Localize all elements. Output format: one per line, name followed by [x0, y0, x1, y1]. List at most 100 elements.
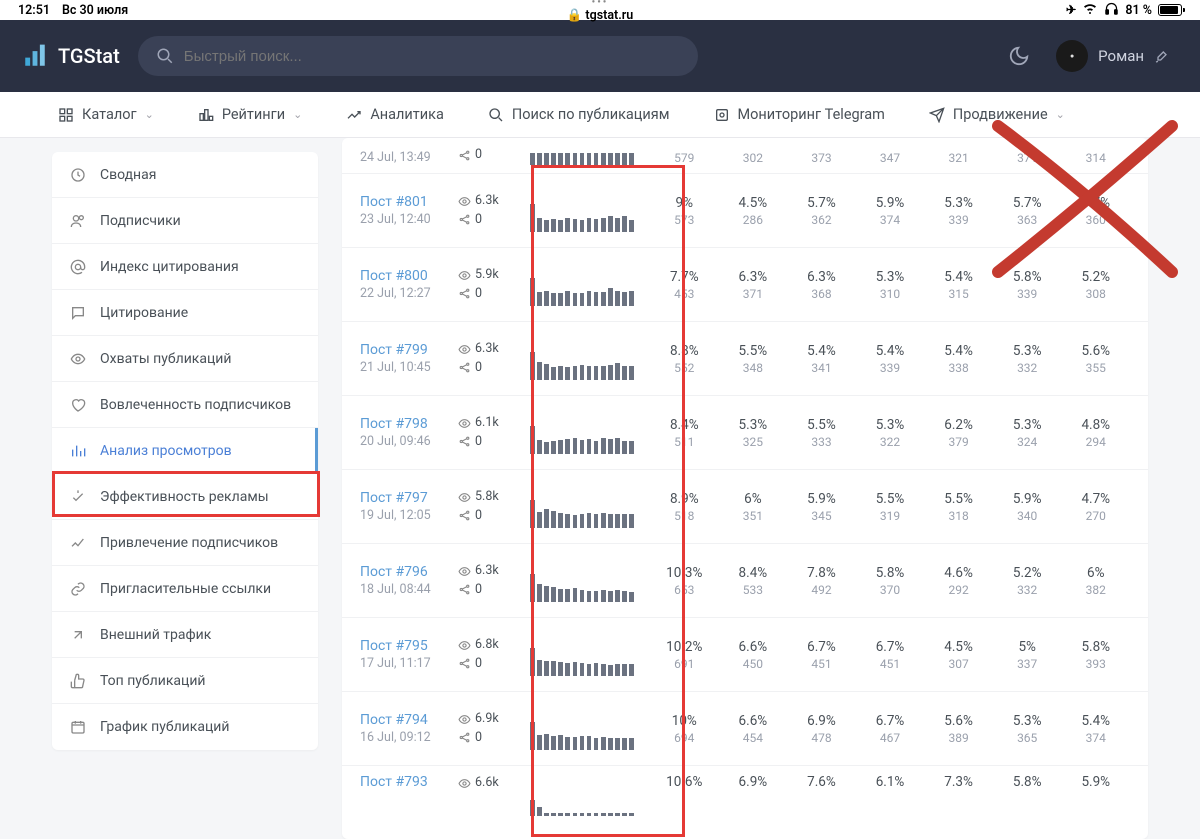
trend-icon [346, 107, 362, 123]
ipad-statusbar: 12:51 Вс 30 июля ••• 🔒 tgstat.ru ✈︎ 81 % [0, 0, 1200, 20]
airplane-icon: ✈︎ [1066, 2, 1076, 18]
sparkline-chart [522, 190, 642, 232]
share-icon [458, 287, 471, 300]
metric-cell: 5.9%374 [856, 195, 925, 227]
post-date: 19 Jul, 12:05 [360, 508, 458, 523]
users-icon [70, 213, 86, 229]
sidebar-item-label: Вовлеченность подписчиков [100, 397, 291, 413]
sparkline-chart [522, 708, 642, 750]
metric-cell: 6%351 [719, 491, 788, 523]
post-link[interactable]: Пост #794 [360, 712, 458, 728]
eye-icon [458, 565, 471, 578]
post-stats: 5.8k0 [458, 488, 518, 526]
metric-cell: 5.5%319 [856, 491, 925, 523]
metric-cell: 5.8%393 [1061, 639, 1130, 671]
metric-cell: 5.5%348 [719, 343, 788, 375]
metric-cell: 10.3%653 [650, 565, 719, 597]
topnav-рейтинги[interactable]: Рейтинги⌄ [198, 106, 303, 123]
metric-cell: 5.2%332 [993, 565, 1062, 597]
post-row: Пост #79618 Jul, 08:446.3k010.3%6538.4%5… [342, 544, 1148, 618]
dots-icon: ••• [592, 0, 609, 8]
sidebar-item-label: Внешний трафик [100, 627, 211, 643]
post-link[interactable]: Пост #798 [360, 416, 458, 432]
post-row: Пост #79921 Jul, 10:456.3k08.8%5525.5%34… [342, 322, 1148, 396]
top-navigation: Каталог⌄ Рейтинги⌄ Аналитика Поиск по публи… [0, 92, 1200, 138]
post-stats: 5.9k0 [458, 266, 518, 304]
sidebar-item-bars[interactable]: Анализ просмотров [52, 428, 318, 474]
topnav-продвижение[interactable]: Продвижение⌄ [929, 106, 1065, 123]
user-name: Роман [1098, 47, 1144, 65]
post-stats: 6.1k0 [458, 414, 518, 452]
topnav-поиск-по-публикациям[interactable]: Поиск по публикациям [488, 106, 670, 123]
sparkline-chart [522, 412, 642, 454]
post-link[interactable]: Пост #796 [360, 564, 458, 580]
sidebar-item-label: Эффективность рекламы [100, 489, 269, 505]
metric-cell: 302 [719, 149, 788, 165]
sidebar-item-link[interactable]: Пригласительные ссылки [52, 566, 318, 612]
sidebar-item-calendar[interactable]: График публикаций [52, 704, 318, 750]
post-date: 21 Jul, 10:45 [360, 360, 458, 375]
chevron-down-icon: ⌄ [145, 108, 154, 121]
search-input[interactable] [184, 48, 680, 65]
app-header: TGStat ● Роман [0, 20, 1200, 92]
status-time: 12:51 [18, 3, 50, 18]
topnav-аналитика[interactable]: Аналитика [346, 106, 444, 123]
sidebar-item-rocket[interactable]: Эффективность рекламы [52, 474, 318, 520]
content-area: СводнаяПодписчикиИндекс цитированияЦитир… [0, 138, 1200, 839]
metric-cell: 6.3%371 [719, 269, 788, 301]
post-date: 17 Jul, 11:17 [360, 656, 458, 671]
dark-mode-toggle[interactable] [1008, 45, 1030, 67]
topnav-каталог[interactable]: Каталог⌄ [58, 106, 154, 123]
sparkline-chart [522, 634, 642, 676]
metric-cell: 6%382 [1061, 565, 1130, 597]
sidebar-item-eye[interactable]: Охваты публикаций [52, 336, 318, 382]
sidebar-item-dashboard[interactable]: Сводная [52, 152, 318, 198]
user-menu[interactable]: ● Роман [1048, 40, 1178, 72]
sidebar-item-line[interactable]: Привлечение подписчиков [52, 520, 318, 566]
metric-cell: 5.4%341 [787, 343, 856, 375]
chevron-down-icon: ⌄ [1056, 108, 1065, 121]
sparkline-chart [522, 560, 642, 602]
metric-cell: 5.3%325 [719, 417, 788, 449]
metric-cell: 4.8%294 [1061, 417, 1130, 449]
sidebar-item-external[interactable]: Внешний трафик [52, 612, 318, 658]
share-icon [458, 361, 471, 374]
eye-icon [458, 639, 471, 652]
rocket-icon [70, 489, 86, 505]
metric-cell: 5.8% [993, 774, 1062, 790]
post-row: Пост #80022 Jul, 12:275.9k07.7%4536.3%37… [342, 248, 1148, 322]
sidebar-item-users[interactable]: Подписчики [52, 198, 318, 244]
eye-icon [458, 417, 471, 430]
share-icon [458, 731, 471, 744]
metric-cell: 6.9% [719, 774, 788, 790]
sidebar-item-at[interactable]: Индекс цитирования [52, 244, 318, 290]
sparkline-chart [522, 774, 642, 816]
metric-cell: 371 [993, 149, 1062, 165]
metric-cell: 5.9%340 [993, 491, 1062, 523]
line-icon [70, 535, 86, 551]
topnav-мониторинг-telegram[interactable]: Мониторинг Telegram [714, 106, 885, 123]
logo-icon [22, 43, 48, 69]
post-stats: 6.9k0 [458, 710, 518, 748]
post-link[interactable]: Пост #800 [360, 268, 458, 284]
metric-cell: 8.9%518 [650, 491, 719, 523]
battery-percent: 81 % [1125, 3, 1152, 18]
post-link[interactable]: Пост #795 [360, 638, 458, 654]
post-link[interactable]: Пост #797 [360, 490, 458, 506]
sidebar-item-thumb[interactable]: Топ публикаций [52, 658, 318, 704]
chevron-down-icon: ⌄ [293, 108, 302, 121]
tools-icon [1154, 48, 1170, 64]
logo[interactable]: TGStat [22, 43, 120, 69]
posts-table: 24 Jul, 13:490579302373347321371314Пост … [342, 138, 1148, 839]
post-row: Пост #79820 Jul, 09:466.1k08.4%5115.3%32… [342, 396, 1148, 470]
search-box[interactable] [138, 36, 698, 76]
sidebar-item-label: Топ публикаций [100, 673, 205, 689]
metric-cell: 6.6%450 [719, 639, 788, 671]
post-link[interactable]: Пост #799 [360, 342, 458, 358]
post-link[interactable]: Пост #801 [360, 194, 458, 210]
sidebar-item-quote[interactable]: Цитирование [52, 290, 318, 336]
post-link[interactable]: Пост #793 [360, 774, 458, 790]
metric-cell: 5.9% [1061, 774, 1130, 790]
sidebar-item-heart[interactable]: Вовлеченность подписчиков [52, 382, 318, 428]
metric-cell: 8.4%533 [719, 565, 788, 597]
